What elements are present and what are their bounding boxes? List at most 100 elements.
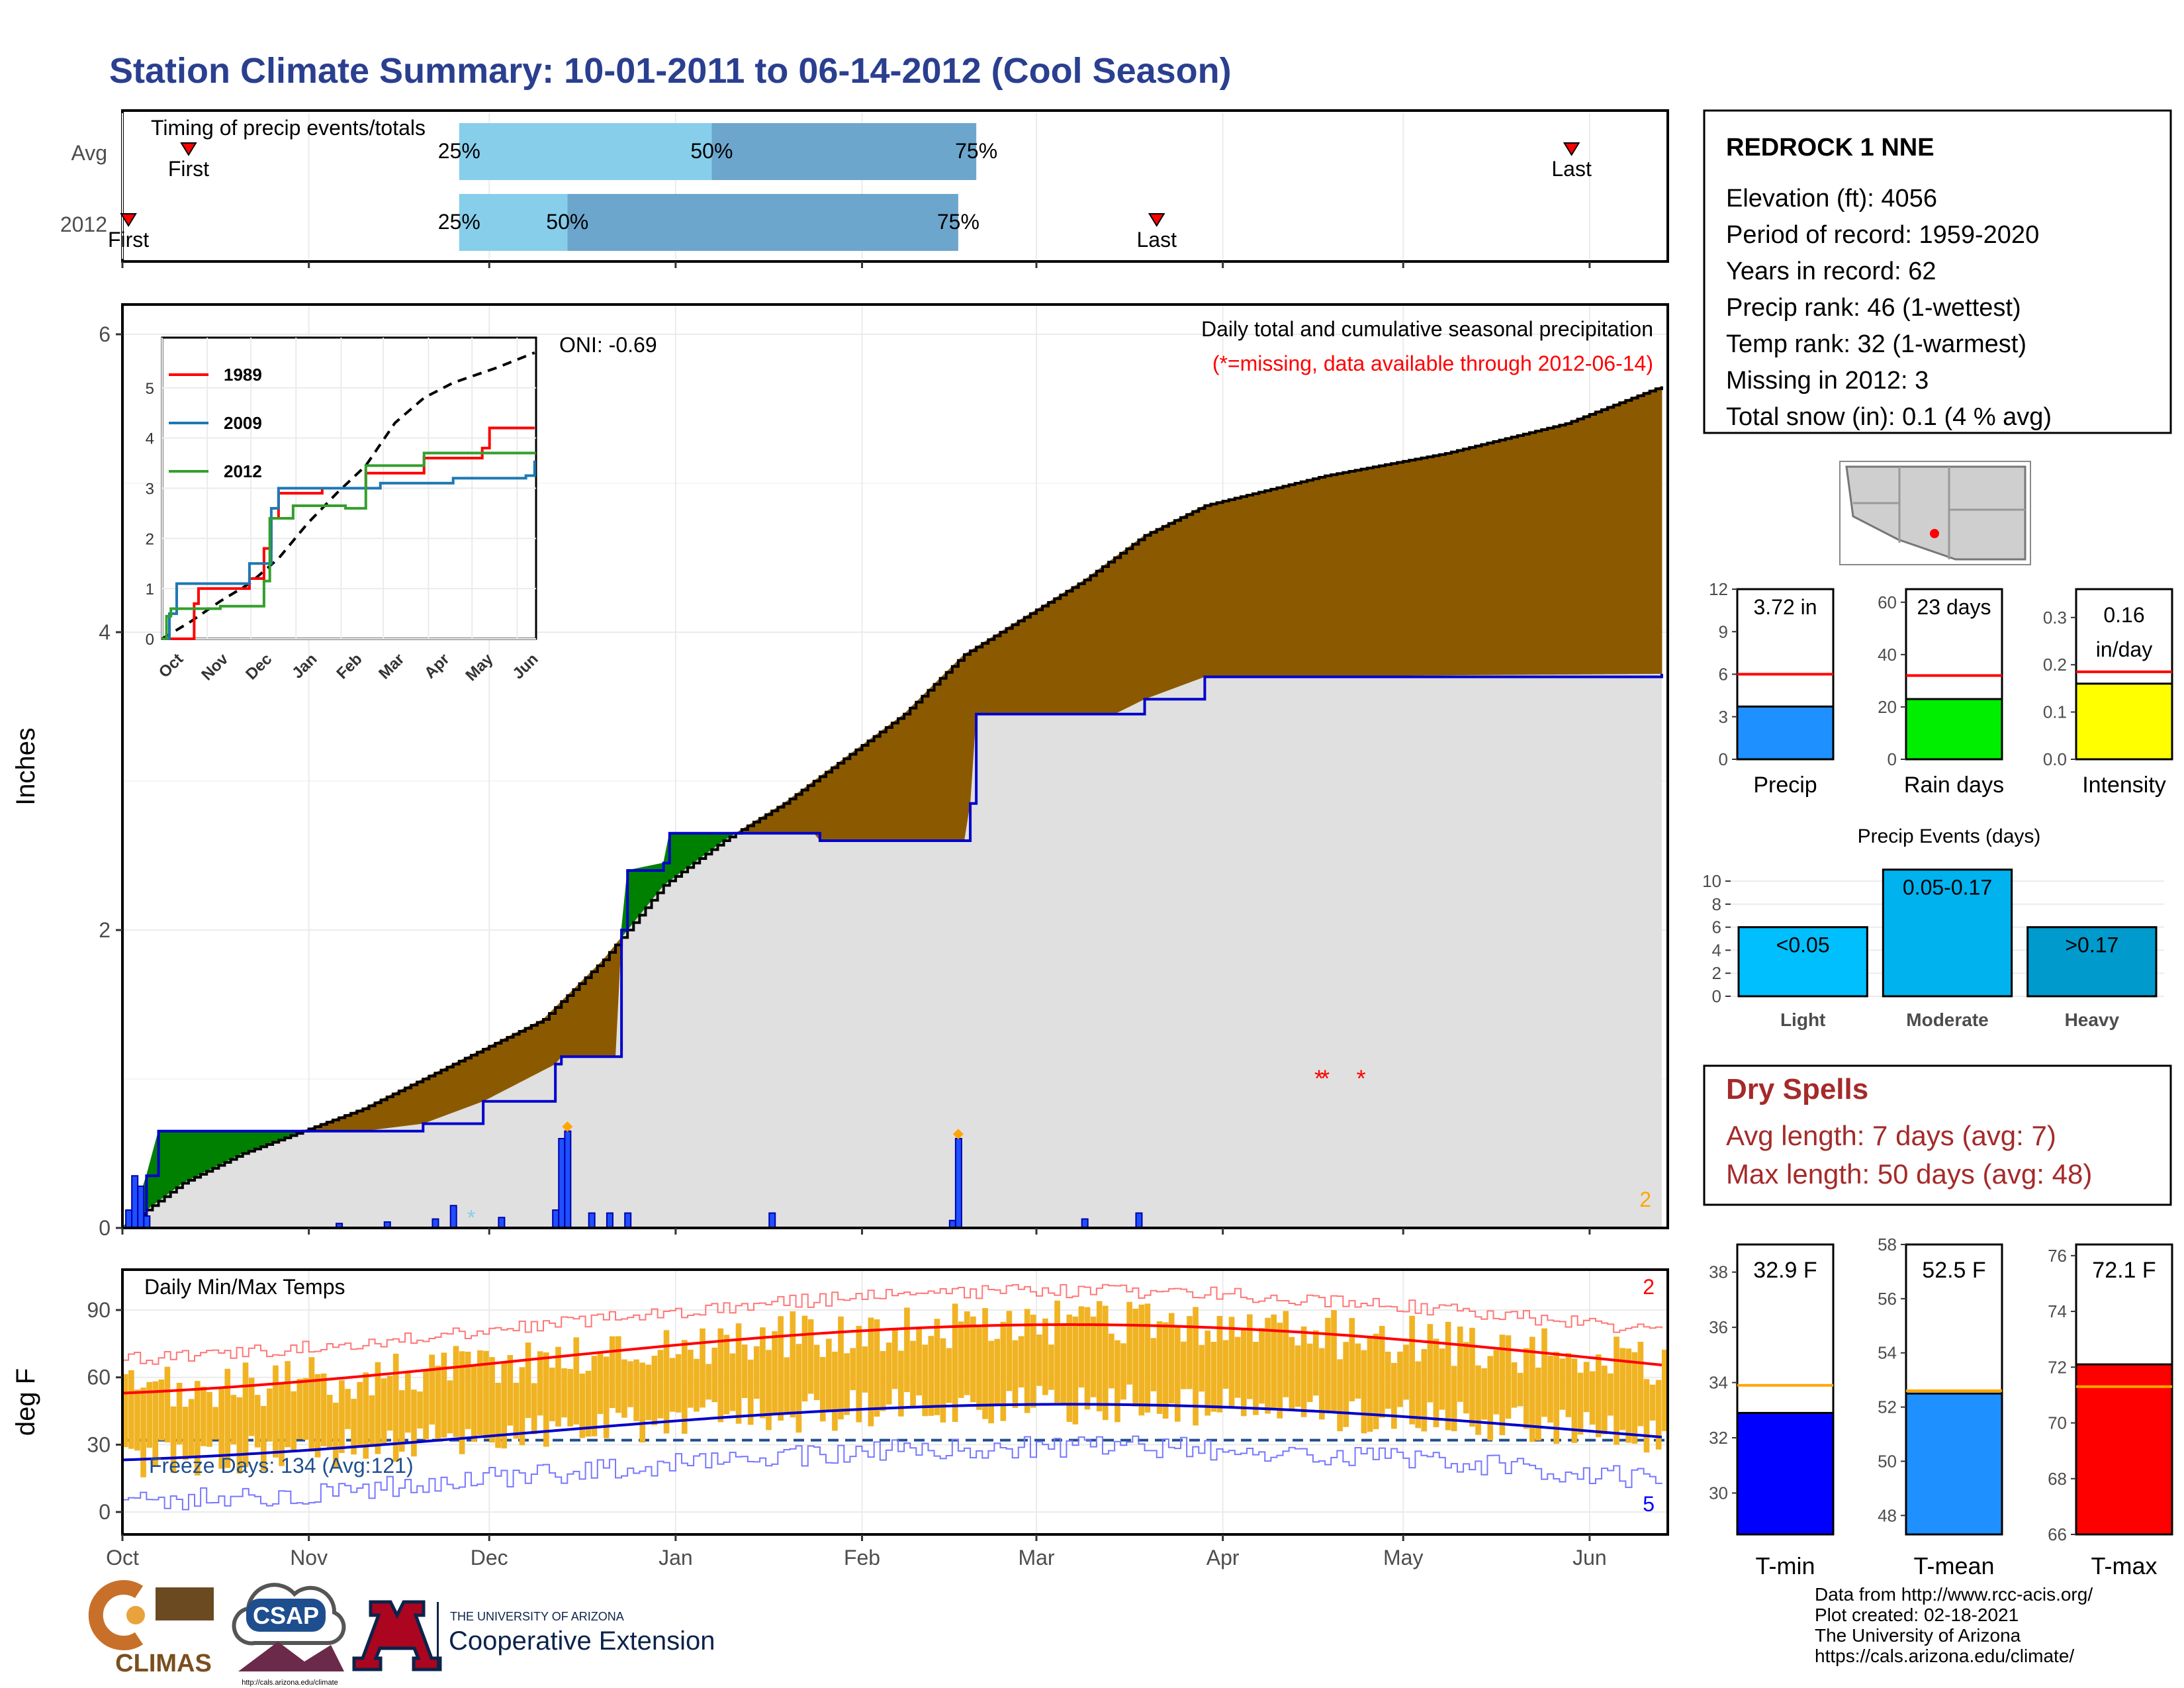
record-low-line [122,1435,1662,1511]
daily-temp-bar [1054,1300,1060,1403]
daily-temp-bar [826,1338,832,1411]
missing-day-marker: * [1314,1064,1324,1092]
daily-temp-bar [1631,1352,1638,1444]
daily-temp-bar [1120,1343,1126,1400]
daily-temp-bar [838,1316,844,1420]
average-min-line [122,1403,1662,1462]
daily-temp-bar [1553,1352,1560,1444]
timing-last-marker [1148,213,1165,227]
daily-temp-bar [964,1311,970,1395]
daily-temp-bar [1535,1367,1541,1441]
timing-panel-title: Timing of precip events/totals [151,116,426,140]
temp-summary-tick-label: 52 [1878,1397,1897,1417]
mini-chart-tick-label: 0 [1888,749,1897,769]
average-max-line [122,1323,1662,1395]
daily-temp-bar [1523,1348,1529,1429]
temp-summary-bar [1905,1392,2003,1536]
timing-quantile-label: 25% [438,210,480,234]
daily-temp-bar [916,1329,922,1395]
daily-temp-bar [1240,1328,1247,1417]
daily-temp-bar [1138,1304,1145,1416]
daily-temp-bar [585,1370,592,1437]
daily-temp-bar [1259,1328,1265,1404]
daily-temp-bar [224,1368,231,1468]
daily-temp-bar [633,1359,639,1421]
daily-temp-bar [525,1342,531,1419]
daily-temp-bar [711,1347,718,1403]
daily-temp-bar [1150,1338,1157,1391]
daily-temp-bar [1018,1336,1024,1388]
daily-temp-bar [332,1403,339,1468]
mini-chart-tick-label: 20 [1878,697,1897,717]
daily-temp-bar [874,1319,880,1417]
daily-temp-bar [988,1340,994,1424]
temp-summary-value-label: 52.5 F [1922,1258,1985,1283]
daily-temp-bar [1126,1301,1132,1385]
daily-temp-bar [1265,1317,1271,1414]
timing-quantile-label: 75% [937,210,979,234]
daily-temp-bar [188,1399,195,1458]
daily-temp-bar [1156,1321,1163,1414]
daily-temp-bar [387,1376,393,1431]
precip-daily-bar [768,1212,776,1229]
temp-summary-value-label: 32.9 F [1753,1258,1817,1283]
temp-summary-tick-label: 68 [2048,1469,2067,1489]
daily-temp-bar [819,1356,826,1422]
daily-temp-bar [1445,1321,1451,1430]
daily-temp-bar [1228,1317,1235,1408]
month-label: Feb [844,1546,880,1570]
mini-chart-tick-label: 12 [1709,579,1728,599]
timing-first-label: First [168,157,209,181]
footer-line-4: https://cals.arizona.edu/climate/ [1815,1646,2074,1666]
mini-chart-tick-label: 0.1 [2043,702,2067,722]
precip-chart-subtitle: (*=missing, data available through 2012-… [1212,352,1653,375]
daily-temp-bar [320,1373,327,1446]
daily-temp-bar [1349,1318,1355,1401]
daily-temp-bar [1583,1362,1590,1413]
daily-temp-bar [176,1382,183,1444]
freeze-days-label: Freeze Days: 134 (Avg:121) [149,1454,414,1477]
temperature-summary-bars: 32.9 F 30 32 34 36 38 T-min 52.5 F 48 50 52 54 56 58 T… [1709,1235,2173,1579]
daily-temp-bar [1421,1348,1428,1432]
temp-summary-tick-label: 58 [1878,1235,1897,1254]
mini-chart-value-label: in/day [2096,637,2152,661]
timing-row-label-avg: Avg [71,141,107,165]
daily-temp-bar [573,1337,580,1425]
temp-summary-value-label: 72.1 F [2092,1258,2156,1283]
daily-temp-bar [1469,1327,1475,1427]
timing-first-label: First [108,228,149,252]
temp-summary-tick-label: 54 [1878,1343,1897,1363]
daily-temp-bar [477,1350,483,1436]
daily-temp-bar [1042,1318,1048,1395]
daily-temp-bar [285,1361,291,1448]
precip-daily-bar [143,1215,151,1229]
inset-line-2009 [162,460,536,640]
daily-temp-bar [1132,1309,1139,1407]
precip-daily-bar [137,1186,145,1229]
daily-temp-bar [134,1389,140,1451]
csap-logo-url: http://cals.arizona.edu/climate [242,1679,338,1687]
daily-temp-bar [1499,1335,1506,1436]
daily-temp-bar [1306,1343,1313,1403]
temp-chart-title: Daily Min/Max Temps [144,1275,345,1299]
daily-temp-bar [314,1374,321,1458]
timing-quantile-label: 50% [546,210,588,234]
events-tick-label: 0 [1712,986,1721,1006]
daily-temp-bar [970,1316,976,1403]
ua-big-text: Cooperative Extension [449,1626,715,1656]
daily-temp-bar [675,1354,682,1413]
daily-temp-bar [435,1366,441,1442]
daily-temp-bar [182,1407,189,1460]
daily-temp-bar [279,1383,285,1466]
daily-temp-bar [212,1407,218,1440]
daily-temp-bar [543,1352,549,1447]
events-category-label: Light [1780,1009,1825,1030]
daily-temp-bar [242,1362,249,1468]
daily-temp-bar [1355,1343,1361,1399]
inset-average-line [161,351,535,640]
daily-temp-bar [1505,1335,1512,1419]
mini-chart-label: Rain days [1904,773,2004,798]
precip-daily-bar [1081,1218,1089,1229]
mini-chart-value-label: 23 days [1917,595,1991,619]
daily-temp-bar [615,1336,621,1413]
